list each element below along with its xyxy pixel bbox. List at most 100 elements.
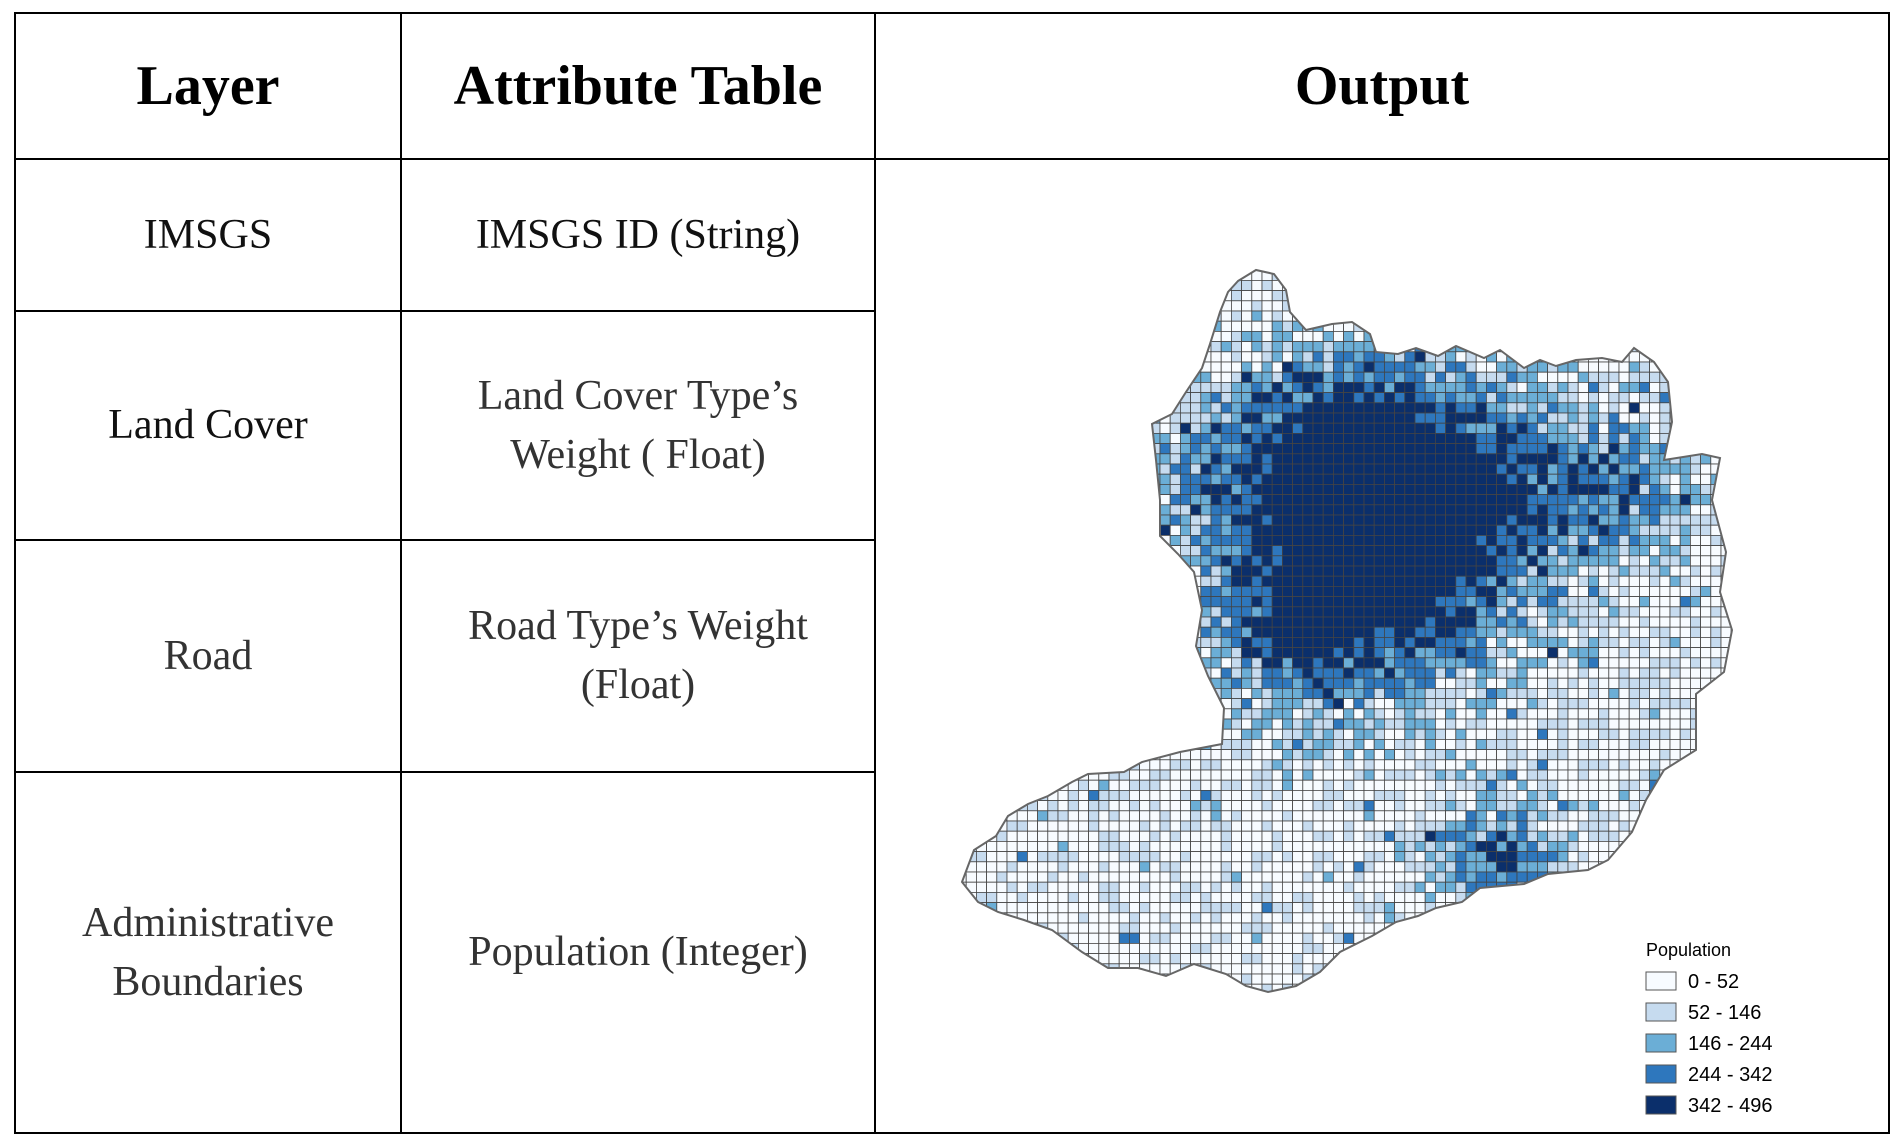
grid-cell xyxy=(1373,392,1385,404)
grid-cell xyxy=(1435,463,1447,475)
grid-cell xyxy=(1394,688,1406,700)
grid-cell xyxy=(1230,626,1242,638)
grid-cell xyxy=(1343,892,1355,904)
grid-cell xyxy=(1353,830,1365,842)
grid-cell xyxy=(1353,759,1365,771)
grid-cell xyxy=(1210,412,1222,424)
grid-cell xyxy=(1292,647,1304,659)
grid-cell xyxy=(1261,698,1273,710)
grid-cell xyxy=(1679,341,1691,353)
grid-cell xyxy=(1261,892,1273,904)
grid-cell xyxy=(1353,902,1365,914)
grid-cell xyxy=(1353,402,1365,414)
grid-cell xyxy=(1251,443,1263,455)
grid-cell xyxy=(1312,728,1324,740)
grid-cell xyxy=(1577,667,1589,679)
grid-cell xyxy=(1547,851,1559,863)
grid-cell xyxy=(1516,902,1528,914)
grid-cell xyxy=(1526,412,1538,424)
grid-cell xyxy=(1567,657,1579,669)
grid-cell xyxy=(1720,290,1732,302)
grid-cell xyxy=(1047,412,1059,424)
grid-cell xyxy=(1577,810,1589,822)
grid-cell xyxy=(1588,432,1600,444)
grid-cell xyxy=(1475,769,1487,781)
grid-cell xyxy=(1149,647,1161,659)
grid-cell xyxy=(1465,402,1477,414)
grid-cell xyxy=(1210,270,1222,271)
grid-cell xyxy=(1200,422,1212,434)
grid-cell xyxy=(1649,371,1661,383)
grid-cell xyxy=(1659,330,1671,342)
grid-cell xyxy=(1108,524,1120,536)
grid-cell xyxy=(976,851,988,863)
grid-cell xyxy=(1343,902,1355,914)
grid-cell xyxy=(1220,443,1232,455)
grid-cell xyxy=(1363,402,1375,414)
grid-cell xyxy=(1608,320,1620,332)
grid-cell xyxy=(1628,453,1640,465)
grid-cell xyxy=(1537,483,1549,495)
grid-cell xyxy=(1618,647,1630,659)
grid-cell xyxy=(1057,881,1069,893)
grid-cell xyxy=(1557,800,1569,812)
grid-cell xyxy=(1588,881,1600,893)
grid-cell xyxy=(1373,361,1385,373)
grid-cell xyxy=(1669,688,1681,700)
grid-cell xyxy=(1659,606,1671,618)
grid-cell xyxy=(1343,381,1355,393)
grid-cell xyxy=(1679,881,1691,893)
grid-cell xyxy=(1210,667,1222,679)
grid-cell xyxy=(1251,310,1263,322)
grid-cell xyxy=(1618,585,1630,597)
grid-cell xyxy=(1332,371,1344,383)
grid-cell xyxy=(1435,708,1447,720)
grid-cell xyxy=(1465,881,1477,893)
grid-cell xyxy=(1353,810,1365,822)
grid-cell xyxy=(962,381,967,393)
grid-cell xyxy=(1322,636,1334,648)
grid-cell xyxy=(1679,698,1691,710)
grid-cell xyxy=(1679,902,1691,914)
grid-cell xyxy=(1077,739,1089,751)
grid-cell xyxy=(1128,524,1140,536)
grid-cell xyxy=(1394,371,1406,383)
grid-cell xyxy=(1271,402,1283,414)
grid-cell xyxy=(1037,871,1049,883)
grid-cell xyxy=(965,779,977,791)
grid-cell xyxy=(1343,585,1355,597)
grid-cell xyxy=(1730,769,1732,781)
grid-cell xyxy=(1322,820,1334,832)
grid-cell xyxy=(1200,290,1212,302)
grid-cell xyxy=(1435,688,1447,700)
grid-cell xyxy=(1292,361,1304,373)
grid-cell xyxy=(1649,545,1661,557)
grid-cell xyxy=(1486,790,1498,802)
grid-cell xyxy=(1149,688,1161,700)
grid-cell xyxy=(1516,626,1528,638)
grid-cell xyxy=(1220,810,1232,822)
grid-cell xyxy=(1496,698,1508,710)
grid-cell xyxy=(1669,841,1681,853)
grid-cell xyxy=(1149,341,1161,353)
grid-cell xyxy=(1608,790,1620,802)
grid-cell xyxy=(1037,524,1049,536)
grid-cell xyxy=(1067,575,1079,587)
grid-cell xyxy=(1394,769,1406,781)
grid-cell xyxy=(1628,626,1640,638)
grid-cell xyxy=(1332,422,1344,434)
grid-cell xyxy=(996,392,1008,404)
grid-cell xyxy=(1169,310,1181,322)
grid-cell xyxy=(1659,790,1671,802)
grid-cell xyxy=(1108,667,1120,679)
grid-cell xyxy=(1139,463,1151,475)
grid-cell xyxy=(1618,667,1630,679)
grid-cell xyxy=(1659,902,1671,914)
grid-cell xyxy=(1435,912,1447,924)
grid-cell xyxy=(1669,657,1681,669)
grid-cell xyxy=(1516,310,1528,322)
grid-cell xyxy=(1302,892,1314,904)
grid-cell xyxy=(1445,759,1457,771)
grid-cell xyxy=(1118,290,1130,302)
grid-cell xyxy=(965,361,977,373)
